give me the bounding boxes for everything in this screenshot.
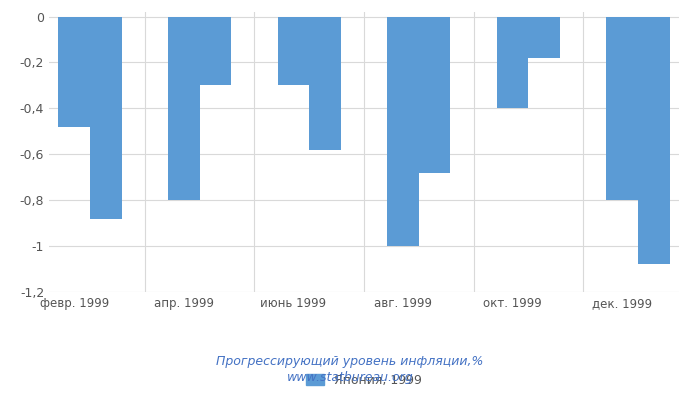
Bar — [168, 16, 200, 200]
Bar — [606, 16, 638, 200]
Bar — [90, 16, 122, 218]
Bar — [387, 16, 419, 246]
Bar — [59, 16, 90, 127]
Bar — [278, 16, 309, 86]
Text: www.statbureau.org: www.statbureau.org — [287, 372, 413, 384]
Bar — [528, 16, 560, 58]
Bar — [638, 16, 669, 264]
Bar — [497, 16, 528, 108]
Bar — [309, 16, 341, 150]
Bar — [419, 16, 450, 173]
Bar — [199, 16, 231, 86]
Legend: Япония, 1999: Япония, 1999 — [301, 369, 427, 392]
Text: Прогрессирующий уровень инфляции,%: Прогрессирующий уровень инфляции,% — [216, 356, 484, 368]
